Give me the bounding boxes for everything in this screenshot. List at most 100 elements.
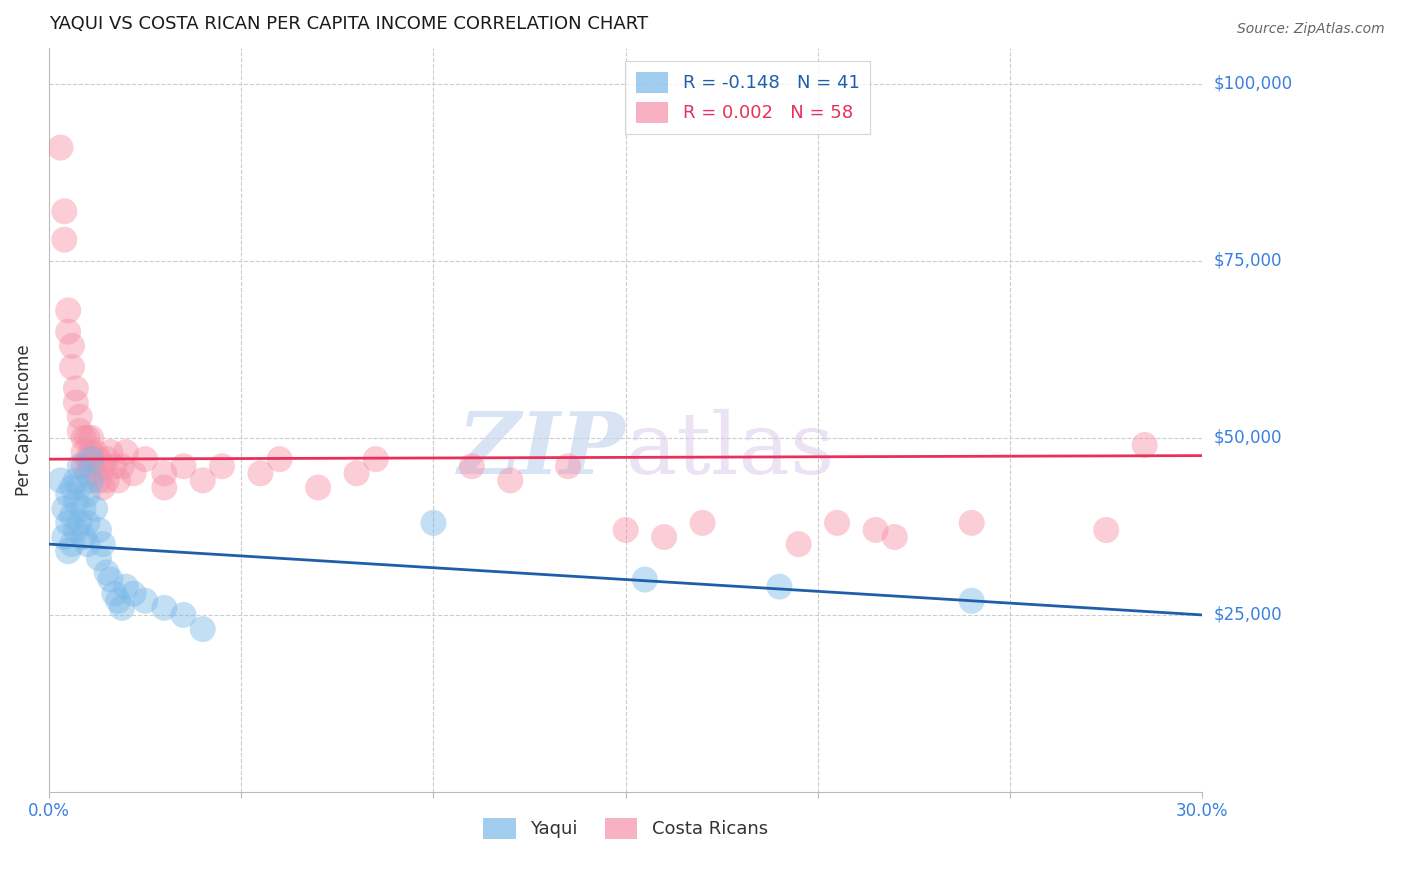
Point (134, 594, 156, 608)
Point (80, 459, 103, 474)
Point (173, 459, 195, 474)
Point (461, 459, 484, 474)
Text: ZIP: ZIP (458, 409, 626, 491)
Point (1095, 523, 1118, 537)
Point (76, 431, 98, 445)
Point (960, 594, 983, 608)
Point (49, 474, 72, 488)
Point (60, 537, 83, 551)
Point (91, 480, 114, 494)
Point (58, 544, 80, 558)
Point (211, 459, 233, 474)
Point (65, 395, 87, 409)
Text: $25,000: $25,000 (1213, 606, 1282, 624)
Point (153, 467, 176, 481)
Point (84, 467, 107, 481)
Point (115, 580, 138, 594)
Point (80, 452, 103, 467)
Point (557, 459, 579, 474)
Point (58, 487, 80, 501)
Point (69, 459, 91, 474)
Point (153, 480, 176, 494)
Point (76, 516, 98, 530)
Point (87, 523, 110, 537)
Point (96, 566, 118, 580)
Point (100, 445, 122, 459)
Point (111, 600, 134, 615)
Point (134, 452, 156, 467)
Point (76, 452, 98, 467)
Point (53, 501, 76, 516)
Point (96, 452, 118, 467)
Point (65, 494, 87, 508)
Text: $75,000: $75,000 (1213, 252, 1282, 270)
Y-axis label: Per Capita Income: Per Capita Income (15, 344, 32, 496)
Point (346, 467, 368, 481)
Text: YAQUI VS COSTA RICAN PER CAPITA INCOME CORRELATION CHART: YAQUI VS COSTA RICAN PER CAPITA INCOME C… (49, 15, 648, 33)
Point (58, 516, 80, 530)
Point (72, 530, 94, 544)
Point (53, 530, 76, 544)
Point (58, 325, 80, 339)
Point (692, 516, 714, 530)
Point (768, 580, 790, 594)
Legend: Yaqui, Costa Ricans: Yaqui, Costa Ricans (477, 811, 775, 847)
Point (80, 431, 103, 445)
Point (307, 480, 329, 494)
Point (91, 537, 114, 551)
Point (103, 587, 125, 601)
Point (91, 459, 114, 474)
Point (1133, 438, 1156, 452)
Point (173, 607, 195, 622)
Point (69, 424, 91, 438)
Point (614, 523, 637, 537)
Text: atlas: atlas (626, 409, 835, 491)
Point (87, 452, 110, 467)
Point (69, 480, 91, 494)
Point (53, 204, 76, 219)
Point (72, 501, 94, 516)
Point (191, 622, 214, 636)
Point (60, 339, 83, 353)
Point (60, 360, 83, 375)
Point (122, 467, 145, 481)
Point (60, 480, 83, 494)
Point (96, 474, 118, 488)
Point (87, 551, 110, 566)
Point (107, 594, 129, 608)
Point (65, 474, 87, 488)
Point (364, 452, 387, 467)
Point (58, 303, 80, 318)
Point (883, 530, 905, 544)
Point (60, 508, 83, 523)
Text: $50,000: $50,000 (1213, 429, 1282, 447)
Point (122, 587, 145, 601)
Point (499, 474, 522, 488)
Point (76, 487, 98, 501)
Point (422, 516, 444, 530)
Point (111, 459, 134, 474)
Text: $100,000: $100,000 (1213, 75, 1292, 93)
Point (49, 140, 72, 154)
Point (65, 381, 87, 395)
Text: Source: ZipAtlas.com: Source: ZipAtlas.com (1237, 22, 1385, 37)
Point (107, 474, 129, 488)
Point (960, 516, 983, 530)
Point (69, 516, 91, 530)
Point (634, 573, 657, 587)
Point (76, 467, 98, 481)
Point (865, 523, 887, 537)
Point (69, 409, 91, 424)
Point (72, 431, 94, 445)
Point (652, 530, 675, 544)
Point (84, 501, 107, 516)
Point (76, 537, 98, 551)
Point (787, 537, 810, 551)
Point (72, 445, 94, 459)
Point (80, 474, 103, 488)
Point (53, 233, 76, 247)
Point (191, 474, 214, 488)
Point (80, 445, 103, 459)
Point (269, 452, 291, 467)
Point (103, 459, 125, 474)
